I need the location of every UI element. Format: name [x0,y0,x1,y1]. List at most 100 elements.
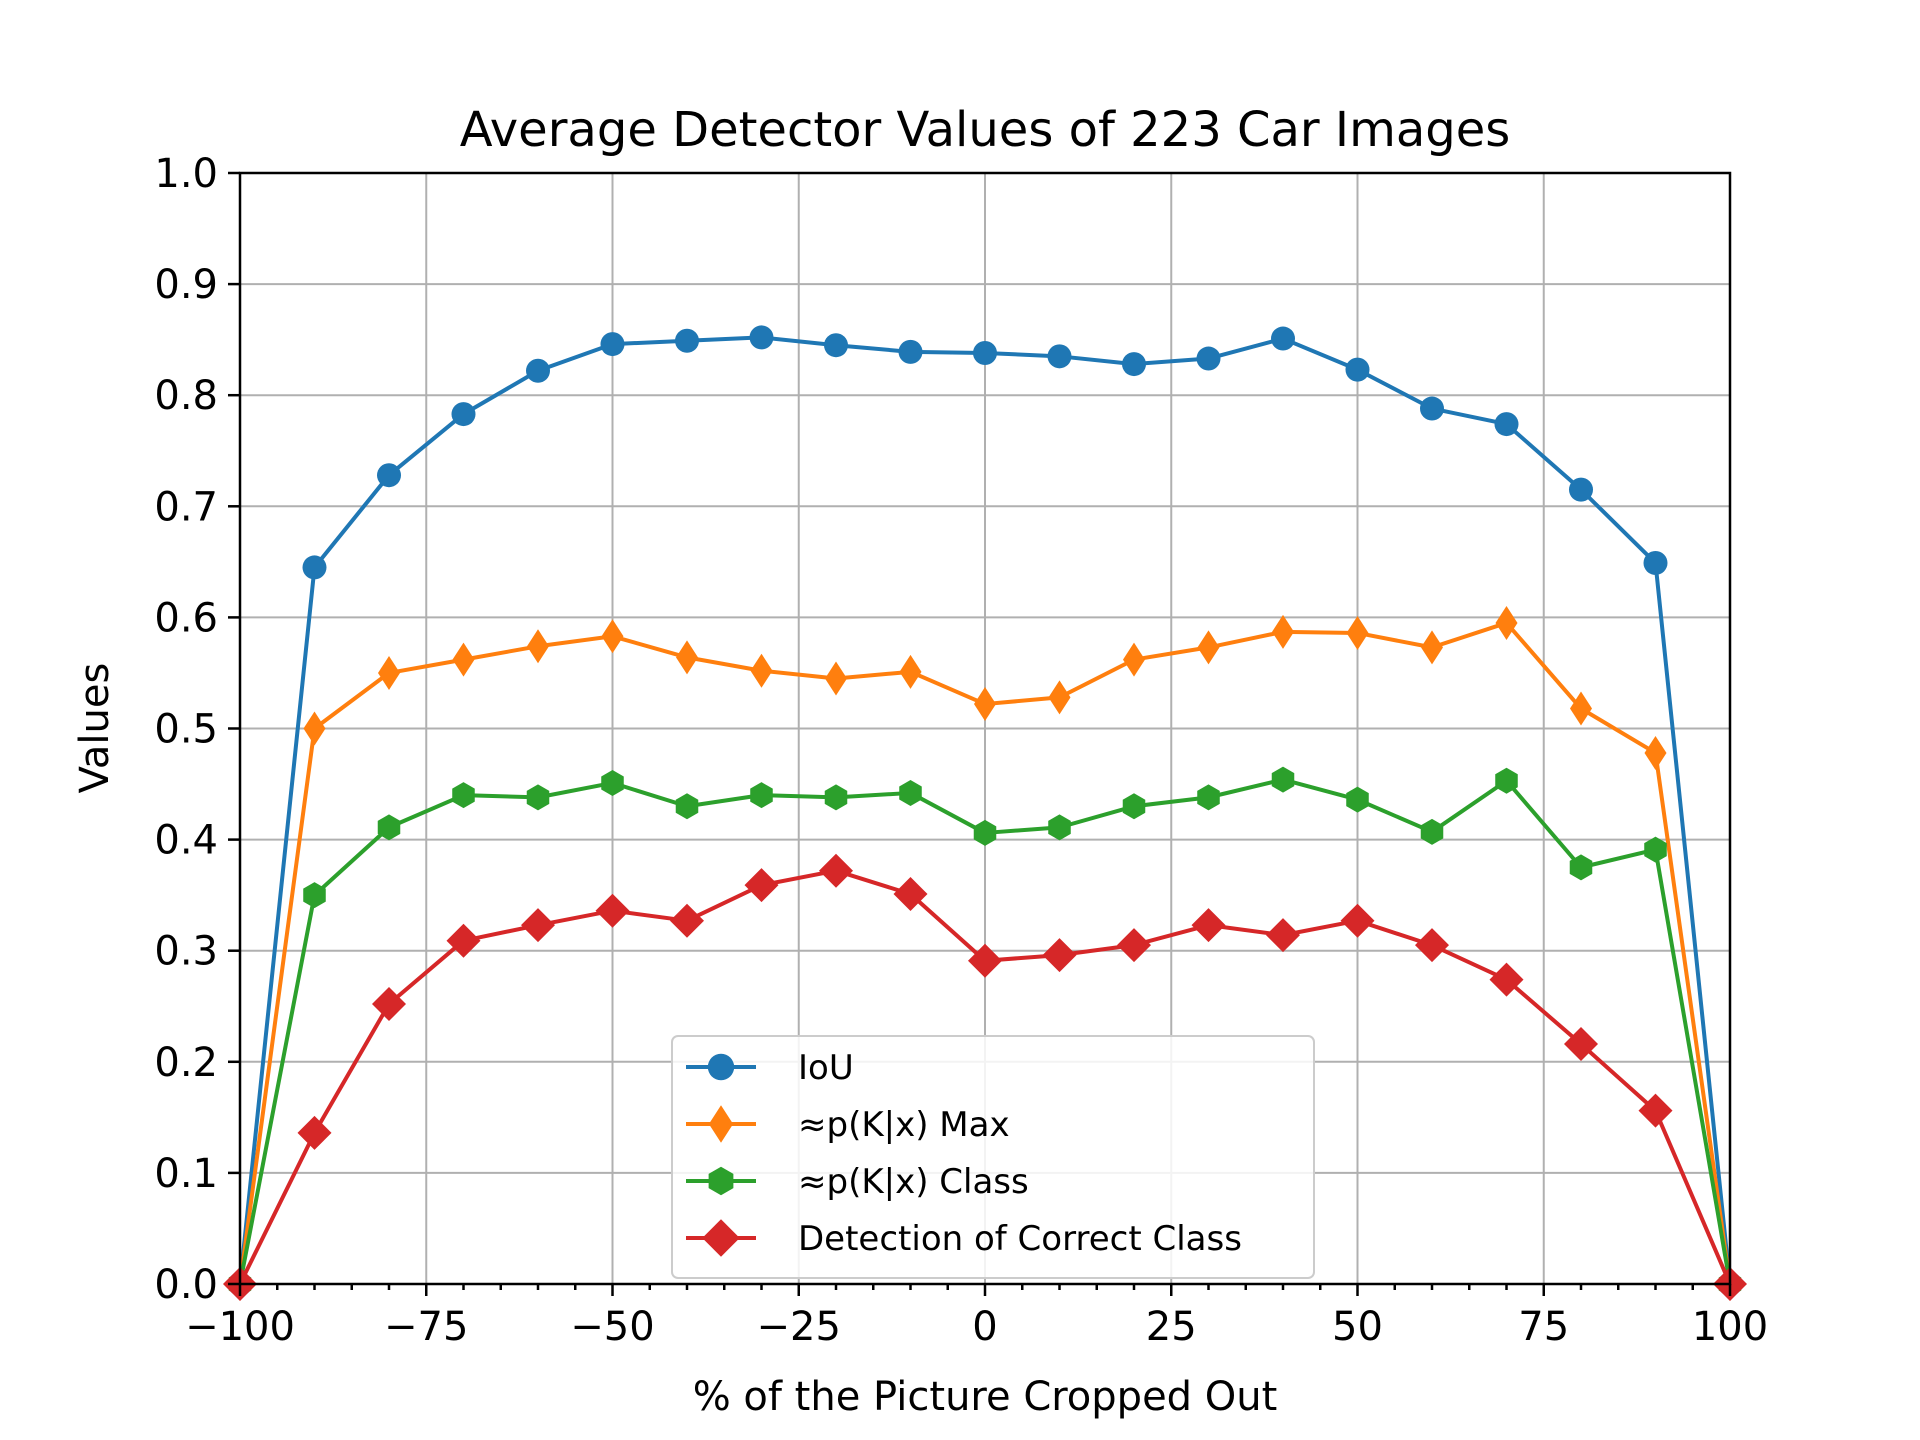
data-point [1048,680,1071,715]
y-tick-label: 0.9 [154,262,218,308]
data-point [1638,1093,1673,1128]
data-point [1196,346,1221,371]
data-point [819,853,853,888]
x-tick-label: −75 [384,1304,468,1350]
data-point [1048,814,1071,841]
data-point [377,463,401,488]
data-point [302,555,327,580]
data-point [1644,836,1667,863]
legend-item: Detection of Correct Class [686,1219,1242,1259]
x-tick-label: 50 [1332,1304,1383,1350]
legend-marker [708,1166,734,1196]
data-point [1421,630,1443,665]
data-point [898,339,923,364]
data-point [973,819,997,846]
data-point [446,923,481,958]
data-point [676,640,698,675]
data-point [1569,854,1593,881]
data-point [1197,784,1220,811]
data-point [1122,352,1146,377]
data-point [1420,818,1444,845]
data-point [1564,1027,1598,1062]
data-point [750,782,773,809]
data-point [1042,938,1077,973]
data-point [1123,642,1145,677]
data-point [377,814,401,841]
legend-item: IoU [686,1048,854,1088]
y-tick-label: 0.4 [154,818,218,864]
y-tick-label: 1.0 [154,151,218,197]
data-point [824,784,848,811]
data-point [1191,908,1226,943]
data-point [1643,550,1668,575]
data-point [1569,477,1593,502]
data-point [899,654,922,689]
legend-marker [707,1053,735,1081]
series-4 [223,853,1747,1301]
legend-label: ≈p(K|x) Max [798,1105,1010,1145]
data-point [974,687,996,722]
data-point [1345,357,1370,382]
data-point [1271,766,1295,793]
data-point [1271,326,1295,351]
data-point [600,332,625,357]
data-point [1346,786,1369,813]
data-point [1197,630,1220,665]
data-point [1495,605,1518,640]
data-point [825,661,847,696]
data-point [521,908,555,943]
legend-label: Detection of Correct Class [798,1219,1242,1259]
x-tick-label: −25 [757,1304,841,1350]
data-point [1644,735,1667,770]
data-point [750,653,773,688]
x-tick-label: 25 [1146,1304,1197,1350]
data-point [1495,767,1518,794]
series-3 [228,766,1742,1297]
data-point [452,782,475,809]
data-point [968,943,1002,978]
data-point [1494,412,1519,437]
data-point [1340,903,1375,938]
data-point [1117,928,1151,963]
data-point [1272,614,1294,649]
data-point [893,877,928,912]
chart-title: Average Detector Values of 223 Car Image… [460,102,1511,158]
y-axis-label: Values [72,663,118,794]
legend-label: IoU [798,1048,854,1088]
series-group [223,325,1747,1301]
data-point [824,333,848,358]
data-point [1266,918,1300,953]
data-point [526,784,550,811]
y-tick-label: 0.0 [154,1262,218,1308]
legend-item: ≈p(K|x) Class [686,1162,1029,1202]
data-point [303,882,326,909]
data-point [1122,793,1146,820]
ticks: −100 −75 −50 −25 0 25 50 75 100 0.0 0.1 0.2 0.3 0.4 0.… [154,151,1768,1350]
legend: IoU ≈p(K|x) Max ≈p(K|x) Class Detection of … [671,1035,1315,1279]
legend-label: ≈p(K|x) Class [798,1162,1029,1202]
legend-marker [702,1219,740,1257]
x-tick-label: −50 [570,1304,654,1350]
x-tick-label: 0 [972,1304,997,1350]
data-point [749,325,774,350]
data-point [601,769,624,796]
data-point [1415,928,1449,963]
data-point [899,779,922,806]
data-point [1346,615,1369,650]
y-tick-label: 0.8 [154,373,218,419]
data-point [601,619,624,654]
y-tick-label: 0.6 [154,595,218,641]
data-point [744,868,779,903]
data-point [1420,396,1444,421]
data-point [670,903,704,938]
y-tick-label: 0.5 [154,707,218,753]
y-tick-label: 0.1 [154,1151,218,1197]
y-tick-label: 0.3 [154,929,218,975]
legend-item: ≈p(K|x) Max [686,1105,1010,1145]
data-point [526,358,550,383]
data-point [527,629,549,664]
data-point [451,402,476,427]
data-point [675,328,699,353]
data-point [1570,691,1592,726]
